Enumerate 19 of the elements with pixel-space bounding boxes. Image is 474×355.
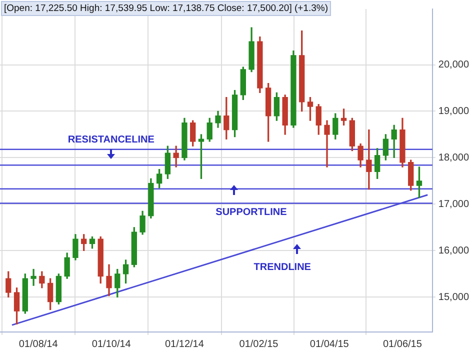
- y-tick-label: 19,000: [438, 106, 470, 117]
- y-tick-label: 17,000: [438, 198, 470, 210]
- y-tick-label: 20,000: [438, 60, 470, 71]
- x-tick-label: 01/04/15: [310, 338, 350, 350]
- x-tick-label: 01/10/14: [92, 338, 132, 350]
- y-tick-label: 15,000: [438, 292, 470, 303]
- chart-title: [Open: 17,225.50 High: 17,539.95 Low: 17,138.75 Close: 17,500.20] (+1.3%): [1, 1, 332, 16]
- candlestick: [366, 130, 372, 190]
- candlestick: [324, 120, 330, 168]
- x-tick-label: 01/06/15: [383, 338, 422, 350]
- annotation: SUPPORTLINE: [216, 207, 288, 218]
- x-tick-label: 01/02/15: [239, 338, 279, 350]
- x-tick-label: 01/12/14: [164, 338, 204, 350]
- annotation: RESISTANCELINE: [68, 134, 155, 146]
- x-tick-label: 01/08/14: [18, 338, 58, 350]
- y-tick-label: 16,000: [438, 245, 470, 256]
- candlestick: [30, 268, 36, 286]
- annotation: TRENDLINE: [254, 262, 312, 274]
- y-tick-label: 18,000: [438, 152, 470, 164]
